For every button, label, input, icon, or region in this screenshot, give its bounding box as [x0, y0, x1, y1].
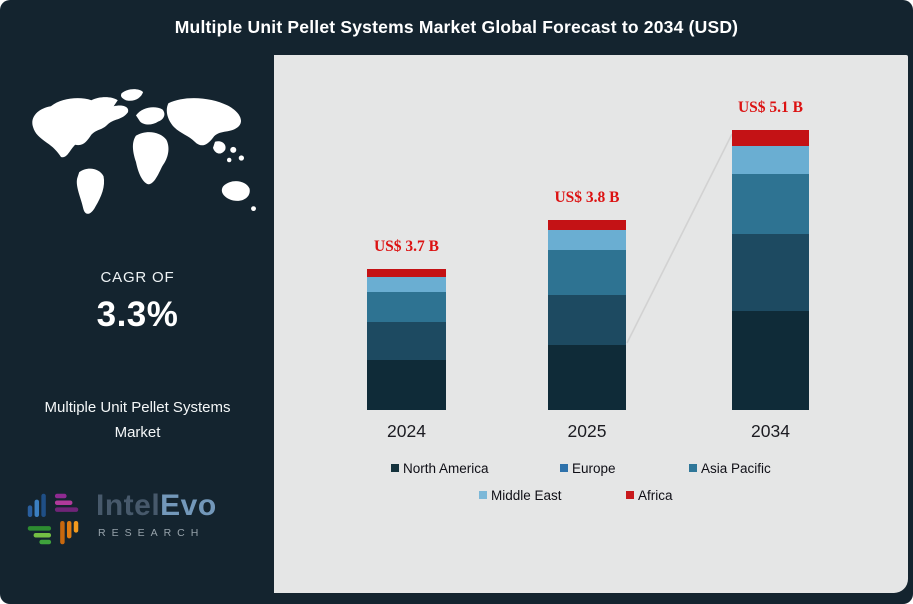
segment-2025-north-america: [548, 345, 626, 410]
market-name-line2: Market: [114, 424, 161, 441]
legend-label: Africa: [638, 487, 673, 503]
market-name-line1: Multiple Unit Pellet Systems: [44, 399, 231, 416]
legend-item-europe: Europe: [560, 460, 616, 476]
logo-pinwheel-icon: [27, 493, 79, 545]
chart-panel: US$ 3.7 B 2024 US$ 3.8 B 2025 US$ 5.1 B 2034 …: [274, 55, 908, 593]
axis-label-2034: 2034: [751, 421, 790, 441]
sidebar: CAGR OF 3.3% Multiple Unit Pellet System…: [0, 55, 275, 604]
legend-item-middle-east: Middle East: [479, 487, 562, 503]
segment-2025-africa: [548, 220, 626, 230]
legend-swatch-icon: [391, 464, 399, 472]
legend-swatch-icon: [560, 464, 568, 472]
page-title: Multiple Unit Pellet Systems Market Glob…: [174, 17, 739, 37]
value-label-2034: US$ 5.1 B: [737, 99, 804, 116]
axis-label-2025: 2025: [567, 421, 607, 441]
segment-2024-middle-east: [367, 276, 446, 292]
legend-item-north-america: North America: [391, 460, 489, 476]
value-label-2025: US$ 3.8 B: [554, 189, 620, 206]
logo-wordmark-evo: Evo: [160, 489, 217, 522]
legend-label: Middle East: [491, 487, 562, 503]
legend-swatch-icon: [689, 464, 697, 472]
cagr-label: CAGR OF: [100, 269, 175, 286]
value-label-2024: US$ 3.7 B: [373, 238, 440, 255]
axis-label-2024: 2024: [387, 421, 426, 441]
segment-2034-north-america: [732, 311, 809, 410]
legend-item-africa: Africa: [626, 487, 673, 503]
legend-swatch-icon: [479, 491, 487, 499]
segment-2025-europe: [548, 295, 626, 345]
bar-2025: [548, 220, 626, 410]
segment-2024-asia-pacific: [367, 291, 446, 323]
legend-label: Europe: [572, 460, 616, 476]
segment-2025-middle-east: [548, 230, 626, 250]
brand-logo: IntelEvo RESEARCH: [20, 485, 270, 565]
segment-2034-africa: [732, 130, 809, 147]
legend-label: Asia Pacific: [701, 460, 771, 476]
bar-2034: [732, 130, 809, 410]
logo-wordmark: IntelEvo: [96, 489, 217, 523]
segment-2024-north-america: [367, 360, 446, 410]
legend-swatch-icon: [626, 491, 634, 499]
segment-2034-middle-east: [732, 146, 809, 174]
market-name: Multiple Unit Pellet Systems Market: [10, 395, 265, 445]
segment-2034-asia-pacific: [732, 173, 809, 235]
segment-2024-africa: [367, 269, 446, 277]
cagr-value: 3.3%: [96, 295, 179, 334]
legend-label: North America: [403, 460, 489, 476]
bar-2024: [367, 269, 446, 410]
segment-2024-europe: [367, 322, 446, 361]
legend-item-asia-pacific: Asia Pacific: [689, 460, 771, 476]
world-map-icon: [32, 89, 256, 214]
growth-connector-line: [626, 133, 733, 344]
segment-2025-asia-pacific: [548, 250, 626, 295]
segment-2034-europe: [732, 234, 809, 312]
logo-subtitle: RESEARCH: [98, 527, 205, 539]
logo-wordmark-intel: Intel: [96, 489, 161, 522]
